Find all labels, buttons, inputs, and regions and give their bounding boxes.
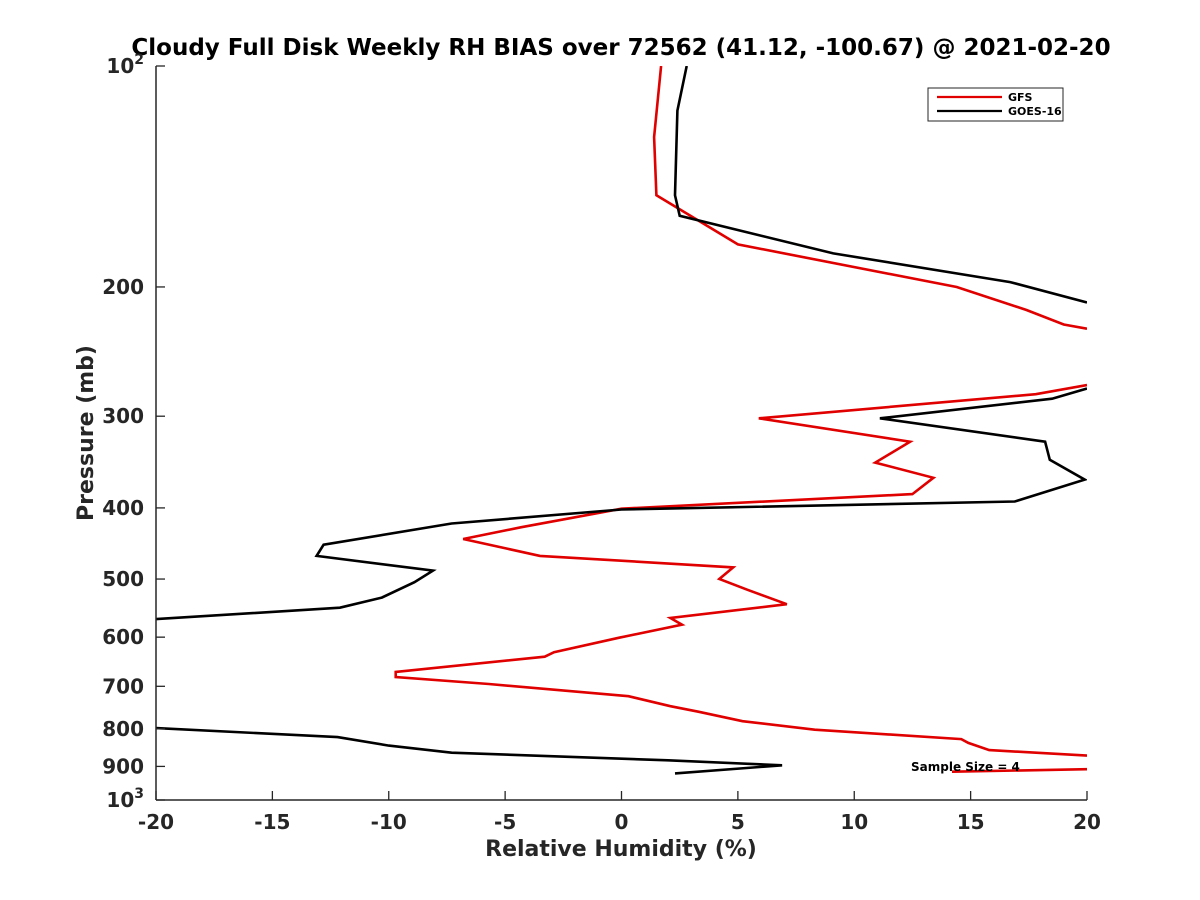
x-tick-label: 5 xyxy=(731,810,745,834)
series-layer xyxy=(156,66,1087,775)
y-tick-label: 600 xyxy=(102,625,144,649)
y-axis-ticks: 102 200 300 400 500 600 700 800 900 103 xyxy=(102,52,165,812)
x-tick-label: -10 xyxy=(371,810,407,834)
y-tick-label: 800 xyxy=(102,717,144,741)
x-tick-label: 15 xyxy=(957,810,985,834)
x-tick-label: 0 xyxy=(615,810,629,834)
series-line-gfs xyxy=(394,66,1087,773)
y-tick-label: 103 xyxy=(106,786,144,812)
x-tick-label: -5 xyxy=(494,810,516,834)
y-tick-label: 200 xyxy=(102,275,144,299)
y-tick-label: 102 xyxy=(106,52,144,78)
y-axis-label: Pressure (mb) xyxy=(74,345,99,521)
chart-title: Cloudy Full Disk Weekly RH BIAS over 725… xyxy=(131,35,1110,61)
y-tick-label: 400 xyxy=(102,496,144,520)
x-tick-label: -20 xyxy=(138,810,174,834)
y-tick-label: 700 xyxy=(102,674,144,698)
x-tick-label: -15 xyxy=(254,810,290,834)
legend-label-gfs: GFS xyxy=(1008,91,1033,104)
x-tick-label: 20 xyxy=(1073,810,1101,834)
x-tick-label: 10 xyxy=(840,810,868,834)
legend-label-goes16: GOES-16 xyxy=(1008,105,1062,118)
sample-size-annotation: Sample Size = 4 xyxy=(911,760,1020,774)
series-line-goes16 xyxy=(156,66,1087,775)
legend-box xyxy=(927,87,1064,122)
legend: GFS GOES-16 xyxy=(927,87,1064,122)
x-axis-label: Relative Humidity (%) xyxy=(485,837,757,862)
plot-area xyxy=(156,66,1087,800)
y-tick-label: 900 xyxy=(102,754,144,778)
x-axis-ticks: -20 -15 -10 -5 0 5 10 15 20 xyxy=(138,791,1101,834)
y-tick-label: 300 xyxy=(102,404,144,428)
y-tick-label: 500 xyxy=(102,567,144,591)
